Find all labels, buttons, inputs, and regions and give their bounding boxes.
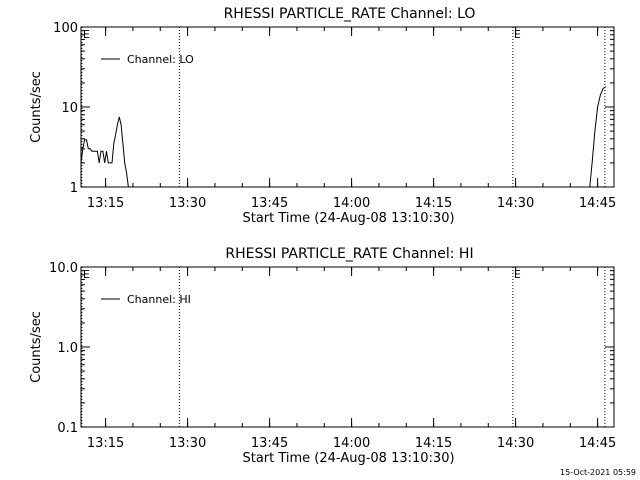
y-tick-label: 1 <box>70 181 78 196</box>
chart-panel-1: RHESSI PARTICLE_RATE Channel: LO 1 10 100 Co… <box>29 6 616 226</box>
x-axis-label: Start Time (24-Aug-08 13:10:30) <box>242 451 454 466</box>
event-marker-label: E <box>83 268 90 281</box>
x-tick-label: 14:30 <box>497 436 534 451</box>
plot-frame <box>80 26 615 188</box>
event-marker-label: E <box>514 268 521 281</box>
x-tick-label: 13:45 <box>251 436 288 451</box>
y-tick-label: 100 <box>53 21 78 36</box>
legend: Channel: HI <box>101 293 191 306</box>
plot-frame <box>80 266 615 428</box>
footer-timestamp: 15-Oct-2021 05:59 <box>560 468 636 477</box>
legend: Channel: LO <box>101 53 194 66</box>
event-marker-label: E <box>83 28 90 41</box>
x-tick-label: 13:30 <box>169 436 206 451</box>
x-tick-label: 14:45 <box>579 436 616 451</box>
event-marker-label: E <box>514 28 521 41</box>
y-axis: 1 10 100 <box>53 21 614 196</box>
y-tick-label: 10 <box>61 101 78 116</box>
x-axis: 13:15 13:30 13:45 14:00 14:15 14:30 14:45 <box>87 27 616 211</box>
x-tick-label: 14:45 <box>579 196 616 211</box>
x-tick-label: 14:15 <box>415 436 452 451</box>
chart-title: RHESSI PARTICLE_RATE Channel: LO <box>224 6 476 22</box>
x-tick-label: 13:30 <box>169 196 206 211</box>
chart-title: RHESSI PARTICLE_RATE Channel: HI <box>225 246 473 262</box>
y-tick-label: 10.0 <box>49 261 78 276</box>
x-axis: 13:15 13:30 13:45 14:00 14:15 14:30 14:45 <box>87 267 616 451</box>
legend-label: Channel: HI <box>127 293 191 306</box>
y-tick-label: 1.0 <box>57 341 78 356</box>
x-axis-label: Start Time (24-Aug-08 13:10:30) <box>242 211 454 226</box>
x-tick-label: 14:00 <box>333 436 370 451</box>
chart-panel-2: RHESSI PARTICLE_RATE Channel: HI 0.1 1.0 10… <box>29 246 616 466</box>
x-tick-label: 14:15 <box>415 196 452 211</box>
y-axis-label: Counts/sec <box>29 71 44 143</box>
x-tick-label: 14:00 <box>333 196 370 211</box>
series-line <box>81 116 129 187</box>
y-axis-label: Counts/sec <box>29 311 44 383</box>
y-axis: 0.1 1.0 10.0 <box>49 261 614 436</box>
x-tick-label: 14:30 <box>497 196 534 211</box>
x-tick-label: 13:15 <box>87 436 124 451</box>
x-tick-label: 13:45 <box>251 196 288 211</box>
legend-label: Channel: LO <box>127 53 194 66</box>
y-tick-label: 0.1 <box>57 421 78 436</box>
series-line <box>589 86 607 187</box>
x-tick-label: 13:15 <box>87 196 124 211</box>
